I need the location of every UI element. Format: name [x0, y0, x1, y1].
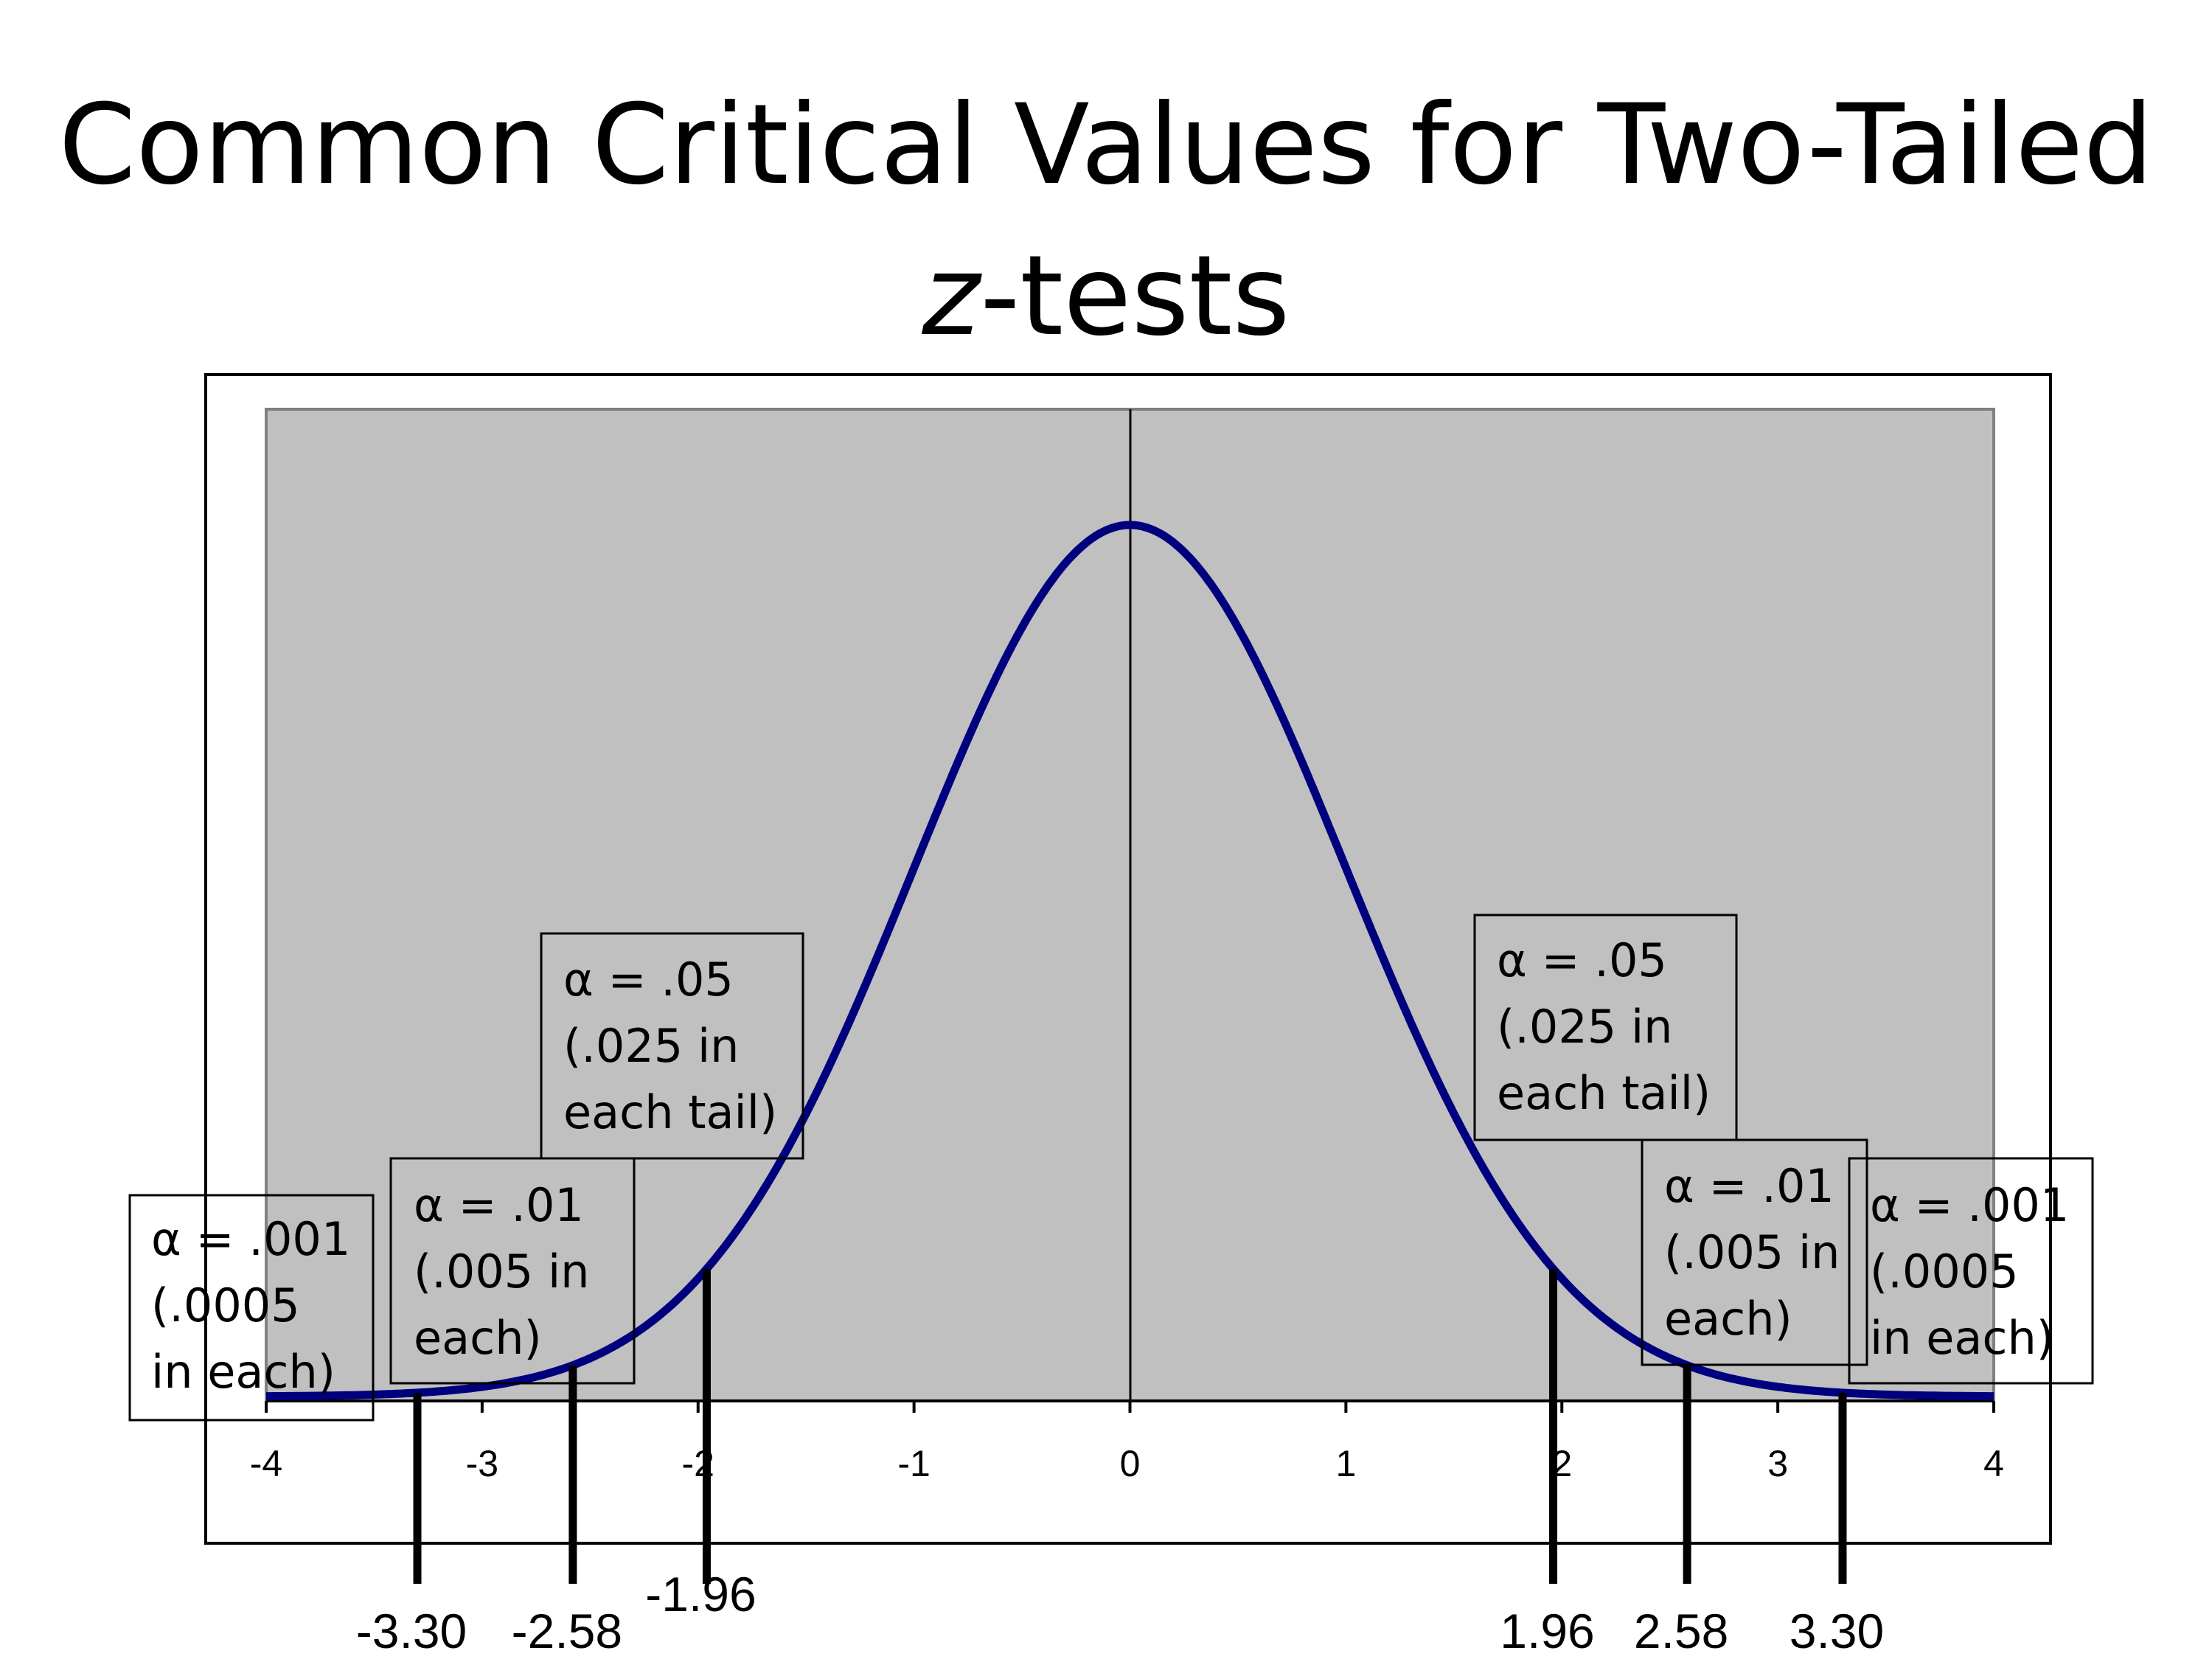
annotation-box: [540, 932, 804, 1160]
x-tick-label: 3: [1767, 1443, 1788, 1484]
annotation-line: α = .01: [414, 1178, 584, 1232]
annotation-line: each): [1664, 1292, 1792, 1346]
annotation-line: (.025 in: [1497, 1000, 1673, 1054]
annotation-line: α = .001: [151, 1212, 351, 1266]
annotation-line: (.025 in: [563, 1019, 740, 1073]
critical-value-lines: [413, 1268, 1847, 1584]
x-tick-label: -1: [897, 1443, 930, 1484]
title-z: z: [922, 232, 981, 361]
normal-curve-line: [266, 521, 1994, 1401]
annotation-boxes: [128, 914, 2094, 1422]
annotation-right-001: α = .001 (.0005 in each): [1870, 1172, 2069, 1371]
annotation-line: (.0005: [151, 1279, 300, 1332]
annotation-left-01: α = .01 (.005 in each): [414, 1172, 589, 1371]
critical-value-label: -3.30: [355, 1604, 467, 1658]
annotation-right-01: α = .01 (.005 in each): [1664, 1153, 1840, 1352]
x-tick-label: -4: [250, 1443, 282, 1484]
annotation-line: (.0005: [1870, 1245, 2019, 1298]
annotation-line: α = .001: [1870, 1178, 2070, 1232]
critical-value-label: 1.96: [1500, 1604, 1595, 1658]
annotation-line: α = .05: [1497, 933, 1667, 987]
title-line-2: z-tests: [0, 221, 2212, 372]
annotation-line: (.005 in: [1664, 1225, 1840, 1279]
critical-value-label: -2.58: [511, 1604, 623, 1658]
annotation-box: [389, 1157, 636, 1385]
annotation-box: [1848, 1157, 2094, 1385]
x-tick-label: 1: [1335, 1443, 1356, 1484]
critical-value-label: 3.30: [1789, 1604, 1885, 1658]
annotation-right-05: α = .05 (.025 in each tail): [1497, 928, 1711, 1127]
annotation-line: α = .05: [563, 953, 734, 1006]
annotation-line: each tail): [563, 1085, 778, 1139]
annotation-line: each tail): [1497, 1066, 1711, 1120]
critical-value-label: 2.58: [1633, 1604, 1729, 1658]
chart-title: Common Critical Values for Two-Tailed z-…: [0, 70, 2212, 372]
annotation-line: in each): [151, 1345, 335, 1399]
critical-value-label: -1.96: [645, 1567, 757, 1621]
curve-layer: [266, 521, 1994, 1401]
annotation-line: each): [414, 1311, 542, 1365]
x-tick-label: 0: [1120, 1443, 1141, 1484]
annotation-line: (.005 in: [414, 1245, 590, 1298]
annotation-left-001: α = .001 (.0005 in each): [151, 1206, 350, 1405]
annotation-line: in each): [1870, 1311, 2054, 1365]
annotation-left-05: α = .05 (.025 in each tail): [563, 947, 777, 1146]
x-tick-label: 4: [1983, 1443, 2004, 1484]
title-line-1: Common Critical Values for Two-Tailed: [58, 81, 2154, 209]
annotation-box: [128, 1194, 375, 1422]
annotation-line: α = .01: [1664, 1159, 1834, 1213]
title-tests: -tests: [980, 232, 1290, 361]
annotation-box: [1641, 1138, 1868, 1366]
x-tick-label: -3: [466, 1443, 498, 1484]
annotation-box: [1473, 914, 1738, 1141]
